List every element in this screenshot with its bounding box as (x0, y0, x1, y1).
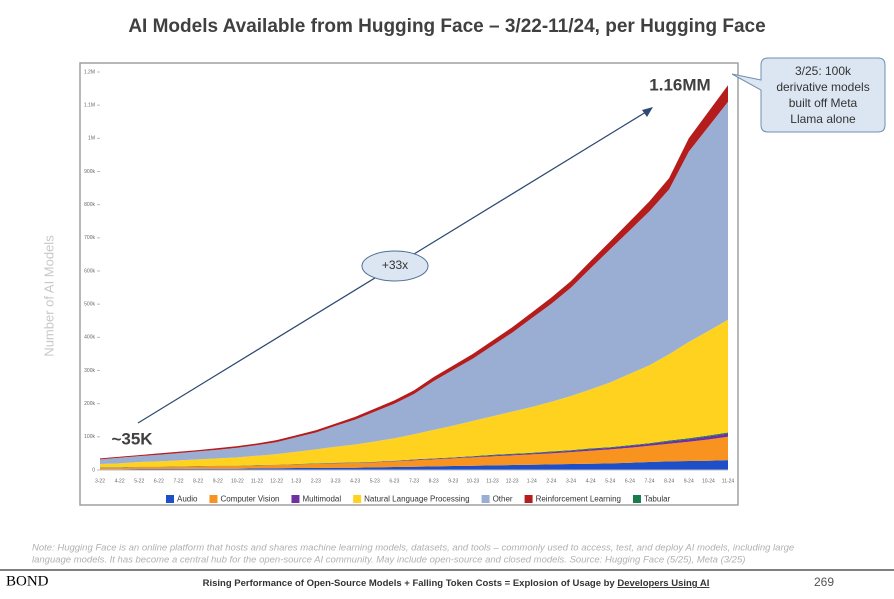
callout-line: Llama alone (790, 112, 856, 126)
callout-line: 3/25: 100k (795, 64, 852, 78)
x-tick-label: 11-24 (722, 478, 735, 484)
x-tick-label: 9-23 (448, 478, 458, 484)
growth-badge (361, 250, 429, 282)
legend-swatch (166, 495, 174, 503)
legend-label: Computer Vision (220, 495, 279, 504)
x-tick-label: 4-23 (350, 478, 360, 484)
x-tick-label: 7-23 (409, 478, 419, 484)
x-tick-label: 2-23 (311, 478, 321, 484)
x-tick-label: 1-24 (527, 478, 537, 484)
x-tick-label: 7-24 (644, 478, 654, 484)
x-tick-label: 10-23 (466, 478, 479, 484)
footer-link: Developers Using AI (617, 578, 709, 589)
y-tick-label: 0 (92, 467, 95, 473)
x-tick-label: 4-22 (115, 478, 125, 484)
x-tick-label: 12-23 (506, 478, 519, 484)
x-tick-label: 9-24 (684, 478, 694, 484)
y-axis-label: Number of AI Models (41, 235, 56, 357)
callout-line: derivative models (776, 80, 869, 94)
legend-label: Other (493, 495, 513, 504)
x-tick-label: 3-23 (330, 478, 340, 484)
x-tick-label: 8-23 (429, 478, 439, 484)
legend-swatch (353, 495, 362, 503)
y-tick-label: 1.1M (84, 102, 95, 108)
area (100, 436, 728, 470)
x-tick-label: 5-22 (134, 478, 144, 484)
x-tick-label: 12-22 (270, 478, 283, 484)
y-tick-label: 900k (84, 169, 95, 175)
footer-text: Rising Performance of Open-Source Models… (203, 578, 710, 589)
x-tick-label: 11-22 (251, 478, 264, 484)
area (100, 319, 728, 468)
x-tick-label: 4-24 (586, 478, 596, 484)
x-tick-label: 10-24 (702, 478, 715, 484)
legend-label: Multimodal (302, 495, 341, 504)
area (100, 101, 728, 465)
y-tick-label: 600k (84, 268, 95, 274)
x-tick-label: 11-23 (486, 478, 499, 484)
y-tick-label: 700k (84, 235, 95, 241)
callout-line: built off Meta (789, 96, 858, 110)
y-tick-label: 800k (84, 202, 95, 208)
x-tick-label: 6-22 (154, 478, 164, 484)
note: Note: Hugging Face is an online platform… (32, 543, 794, 554)
x-tick-label: 9-22 (213, 478, 223, 484)
legend-label: Natural Language Processing (364, 495, 469, 504)
x-tick-label: 3-22 (95, 478, 105, 484)
start-label: ~35K (111, 429, 153, 448)
x-tick-label: 2-24 (546, 478, 556, 484)
end-label: 1.16MM (649, 75, 710, 94)
y-tick-label: 1M (88, 136, 95, 142)
legend-label: Tabular (644, 495, 671, 504)
x-tick-label: 5-24 (605, 478, 615, 484)
y-tick-label: 400k (84, 335, 95, 341)
callout-box (731, 57, 886, 133)
legend-swatch (632, 495, 641, 503)
x-tick-label: 8-22 (193, 478, 203, 484)
plot: 0 100k 200k 300k 400k 500k 600k 700k 800k 900k 1M 1… (84, 69, 735, 484)
legend-label: Reinforcement Learning (536, 495, 621, 504)
x-tick-label: 3-24 (566, 478, 576, 484)
x-tick-label: 8-24 (664, 478, 674, 484)
x-tick-label: 10-22 (231, 478, 244, 484)
y-tick-label: 100k (84, 434, 95, 440)
x-tick-label: 6-24 (625, 478, 635, 484)
x-tick-label: 7-22 (173, 478, 183, 484)
y-tick-label: 500k (84, 301, 95, 307)
page-number: 269 (814, 575, 834, 589)
chart-title: AI Models Available from Hugging Face – … (128, 16, 765, 37)
y-tick-label: 300k (84, 368, 95, 374)
legend-swatch (481, 495, 490, 503)
y-tick-label: 200k (84, 401, 95, 407)
arrow-head (642, 107, 653, 117)
footer-part: Rising Performance of Open-Source Models… (203, 578, 618, 589)
legend: Audio Computer Vision Multimodal Natural La… (166, 495, 671, 504)
note: language models. It has become a central… (32, 555, 745, 566)
x-tick-label: 1-23 (291, 478, 301, 484)
legend-swatch (209, 495, 218, 503)
y-tick-label: 1.2M (84, 69, 95, 75)
legend-label: Audio (177, 495, 198, 504)
growth-label: +33x (382, 258, 408, 272)
x-tick-label: 6-23 (389, 478, 399, 484)
x-tick-label: 5-23 (370, 478, 380, 484)
brand: BOND (6, 573, 49, 589)
legend-swatch (524, 495, 533, 503)
legend-swatch (291, 495, 300, 503)
area (100, 460, 728, 470)
